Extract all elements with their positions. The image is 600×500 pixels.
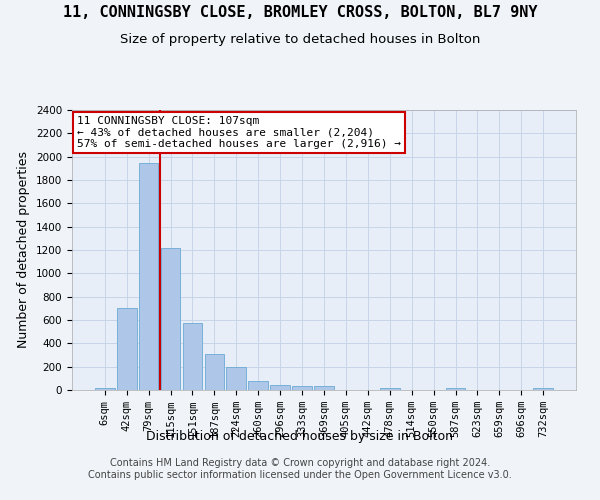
Bar bbox=[292, 386, 312, 390]
Bar bbox=[139, 162, 158, 390]
Bar bbox=[161, 248, 181, 390]
Bar bbox=[533, 388, 553, 390]
Text: 11, CONNINGSBY CLOSE, BROMLEY CROSS, BOLTON, BL7 9NY: 11, CONNINGSBY CLOSE, BROMLEY CROSS, BOL… bbox=[63, 5, 537, 20]
Bar bbox=[182, 323, 202, 390]
Bar bbox=[380, 388, 400, 390]
Text: 11 CONNINGSBY CLOSE: 107sqm
← 43% of detached houses are smaller (2,204)
57% of : 11 CONNINGSBY CLOSE: 107sqm ← 43% of det… bbox=[77, 116, 401, 149]
Bar bbox=[205, 354, 224, 390]
Text: Distribution of detached houses by size in Bolton: Distribution of detached houses by size … bbox=[146, 430, 454, 443]
Y-axis label: Number of detached properties: Number of detached properties bbox=[17, 152, 31, 348]
Bar bbox=[314, 386, 334, 390]
Bar bbox=[248, 380, 268, 390]
Bar bbox=[270, 385, 290, 390]
Bar bbox=[117, 308, 137, 390]
Bar bbox=[446, 388, 466, 390]
Bar bbox=[226, 366, 246, 390]
Text: Contains HM Land Registry data © Crown copyright and database right 2024.
Contai: Contains HM Land Registry data © Crown c… bbox=[88, 458, 512, 480]
Bar bbox=[95, 388, 115, 390]
Text: Size of property relative to detached houses in Bolton: Size of property relative to detached ho… bbox=[120, 32, 480, 46]
